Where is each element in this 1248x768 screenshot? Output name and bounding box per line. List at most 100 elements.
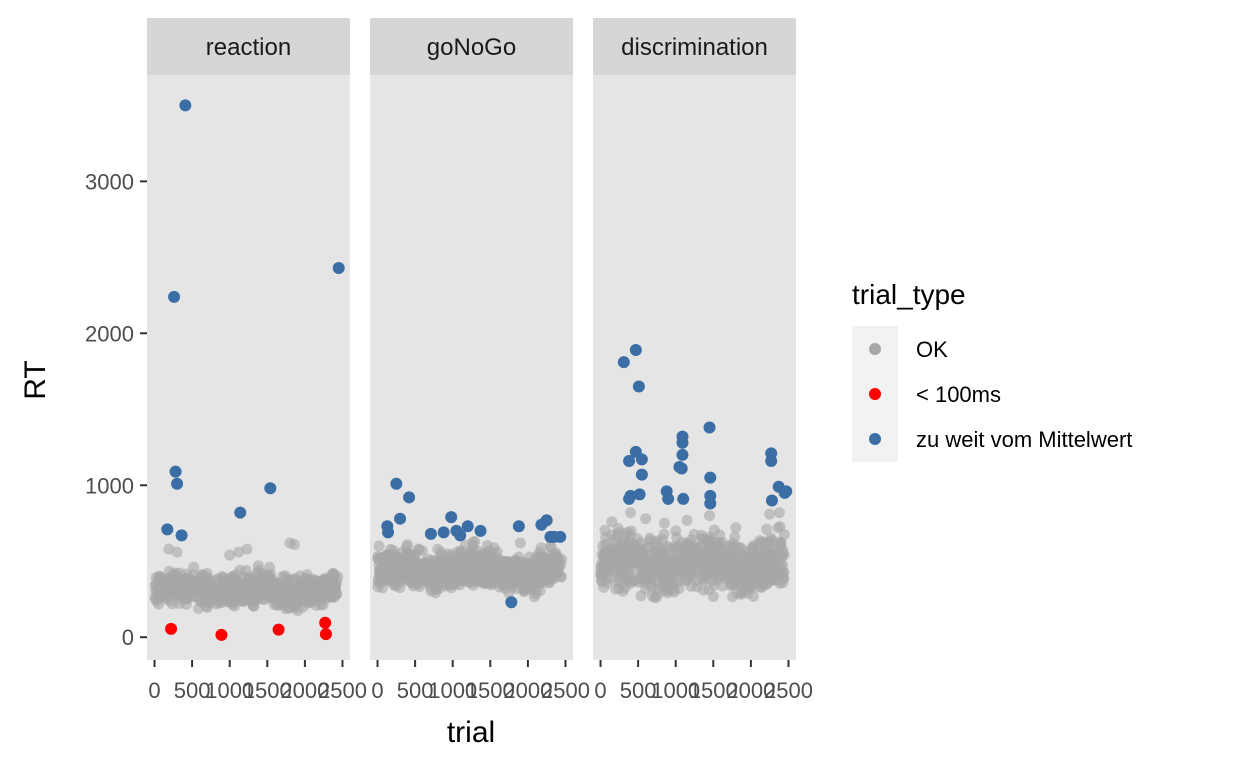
data-point-ok	[760, 578, 772, 590]
y-axis: 0 1000 2000 3000	[85, 169, 147, 650]
data-point-ok	[544, 540, 556, 552]
data-point	[165, 622, 178, 635]
data-point-ok	[229, 580, 241, 592]
data-point-ok	[327, 586, 339, 598]
data-point	[765, 454, 778, 467]
data-point	[168, 290, 181, 303]
data-point-ok	[394, 582, 406, 594]
data-point-ok	[653, 551, 665, 563]
data-point-ok	[383, 573, 395, 585]
series-ok	[149, 537, 344, 616]
data-point-ok	[625, 507, 637, 519]
data-point-ok	[629, 540, 641, 552]
data-point-ok	[728, 540, 740, 552]
data-point-ok	[670, 525, 682, 537]
data-point-ok	[606, 516, 618, 528]
data-point-ok	[445, 549, 457, 561]
data-point-ok	[712, 574, 724, 586]
data-point-ok	[403, 575, 415, 587]
data-point	[169, 465, 182, 478]
x-tick-label: 0	[371, 678, 383, 703]
data-point-ok	[233, 546, 245, 558]
data-point	[676, 448, 689, 461]
data-point-ok	[749, 562, 761, 574]
data-point-ok	[704, 510, 716, 522]
data-point-ok	[658, 517, 670, 529]
data-point-ok	[520, 566, 532, 578]
data-point-ok	[491, 546, 503, 558]
data-point-ok	[685, 534, 697, 546]
data-point	[332, 261, 345, 274]
x-tick-label: 1000	[651, 678, 700, 703]
data-point	[437, 526, 450, 539]
x-axis-title: trial	[447, 716, 495, 749]
legend-label: OK	[916, 337, 948, 362]
x-tick-label: 2000	[503, 678, 552, 703]
data-point-ok	[227, 570, 239, 582]
data-point-ok	[721, 551, 733, 563]
facet-strip	[593, 18, 796, 75]
data-point-ok	[552, 566, 564, 578]
x-tick-label: 500	[397, 678, 434, 703]
data-point-ok	[638, 562, 650, 574]
legend-items: OK < 100ms zu weit vom Mittelwert	[869, 337, 1132, 452]
data-point	[703, 421, 716, 434]
data-point-ok	[153, 570, 165, 582]
data-point	[461, 520, 474, 533]
data-point-ok	[673, 562, 685, 574]
data-point-ok	[654, 564, 666, 576]
data-point-ok	[730, 522, 742, 534]
data-point-ok	[764, 508, 776, 520]
x-tick-label: 1500	[689, 678, 738, 703]
legend-label: zu weit vom Mittelwert	[916, 427, 1132, 452]
data-point-ok	[775, 537, 787, 549]
data-point-ok	[530, 574, 542, 586]
data-point-ok	[201, 567, 213, 579]
series-outlier	[161, 99, 345, 542]
data-point	[474, 524, 487, 537]
data-point-ok	[725, 564, 737, 576]
x-tick-label: 1000	[205, 678, 254, 703]
x-tick-label: 2500	[318, 678, 367, 703]
legend-label: < 100ms	[916, 382, 1001, 407]
data-point-ok	[264, 561, 276, 573]
data-point-ok	[242, 584, 254, 596]
data-point	[677, 492, 690, 505]
data-point-ok	[196, 589, 208, 601]
legend-key	[869, 343, 881, 355]
x-tick-label: 0	[594, 678, 606, 703]
data-point-ok	[435, 564, 447, 576]
data-point-ok	[658, 528, 670, 540]
data-point	[633, 488, 646, 501]
data-point-ok	[281, 576, 293, 588]
data-point-ok	[171, 570, 183, 582]
data-point-ok	[484, 554, 496, 566]
series-ok	[595, 507, 790, 603]
data-point	[319, 616, 332, 629]
data-point	[175, 529, 188, 542]
data-point-ok	[293, 582, 305, 594]
data-point-ok	[241, 543, 253, 555]
data-point-ok	[778, 549, 790, 561]
data-point	[445, 511, 458, 524]
data-point-ok	[150, 585, 162, 597]
data-point-ok	[697, 584, 709, 596]
data-point-ok	[373, 540, 385, 552]
data-point-ok	[435, 582, 447, 594]
data-point-ok	[171, 546, 183, 558]
data-point-ok	[624, 574, 636, 586]
data-point	[704, 471, 717, 484]
data-point-ok	[598, 581, 610, 593]
data-point-ok	[598, 565, 610, 577]
data-point-ok	[765, 532, 777, 544]
data-point-ok	[402, 551, 414, 563]
data-point-ok	[681, 574, 693, 586]
data-point-ok	[727, 591, 739, 603]
data-point-ok	[413, 544, 425, 556]
data-point	[403, 491, 416, 504]
y-tick-label: 1000	[85, 473, 134, 498]
